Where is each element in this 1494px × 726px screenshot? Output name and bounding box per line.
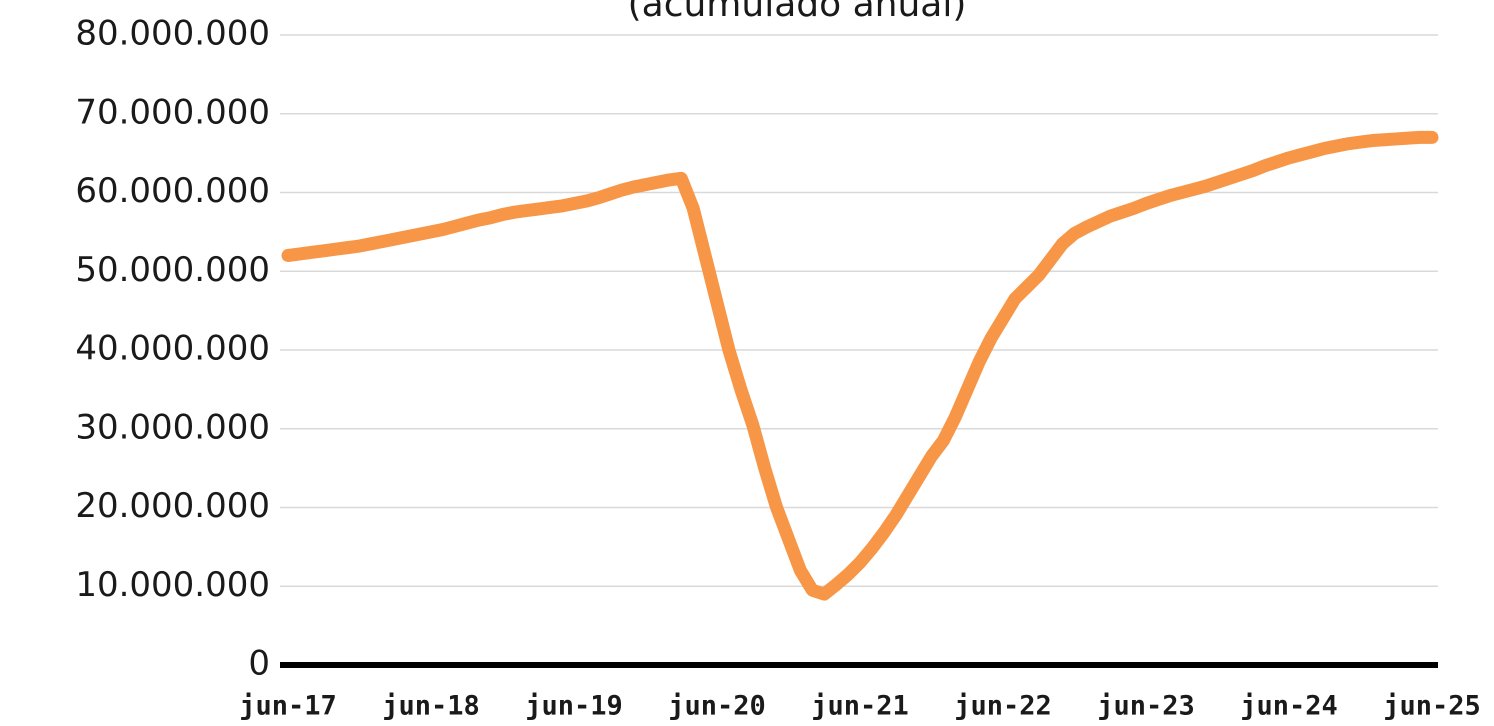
x-tick-label: jun-21 (811, 691, 909, 722)
x-tick-label: jun-24 (1240, 691, 1338, 722)
chart-title: (acumulado anual) (628, 0, 967, 25)
x-tick-label: jun-22 (954, 691, 1052, 722)
x-tick-label: jun-19 (525, 691, 623, 722)
y-tick-label: 50.000.000 (75, 250, 270, 290)
y-tick-label: 40.000.000 (75, 329, 270, 369)
y-tick-label: 60.000.000 (75, 171, 270, 211)
y-tick-label: 20.000.000 (75, 486, 270, 526)
y-tick-label: 30.000.000 (75, 407, 270, 447)
x-tick-label: jun-20 (668, 691, 766, 722)
y-tick-label: 80.000.000 (75, 14, 270, 54)
y-tick-label: 10.000.000 (75, 565, 270, 605)
line (281, 130, 1439, 601)
y-tick-label: 0 (248, 644, 270, 684)
x-tick-label: jun-17 (239, 691, 337, 722)
y-tick-label: 70.000.000 (75, 92, 270, 132)
x-tick-label: jun-25 (1383, 691, 1481, 722)
x-tick-label: jun-23 (1097, 691, 1195, 722)
x-tick-label: jun-18 (382, 691, 480, 722)
